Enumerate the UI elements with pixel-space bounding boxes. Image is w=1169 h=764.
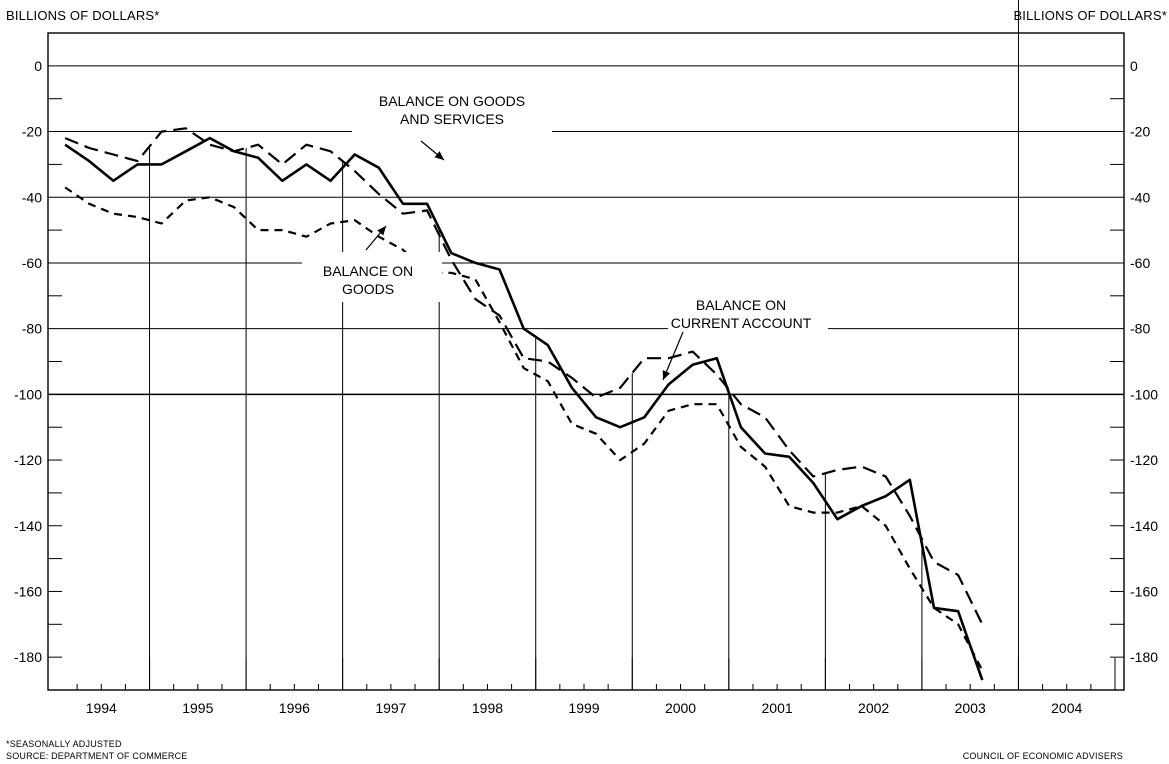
y-tick-label-left: -20 [22, 124, 42, 140]
annotation-backing-goods-services [352, 86, 552, 136]
y-tick-label-right: -180 [1130, 649, 1158, 665]
x-year-label: 1996 [279, 700, 310, 716]
y-tick-label-left: -60 [22, 255, 42, 271]
y-tick-label-right: -120 [1130, 452, 1158, 468]
x-year-label: 2004 [1051, 700, 1082, 716]
annotation-arrow-goods-head [377, 226, 386, 236]
x-year-label: 1997 [375, 700, 406, 716]
footnote-credit: COUNCIL OF ECONOMIC ADVISERS [962, 751, 1123, 761]
y-tick-label-right: -100 [1130, 386, 1158, 402]
annotation-line: GOODS [342, 281, 394, 297]
series-line-balance-on-goods [64, 186, 984, 671]
annotation-backing-current-account [668, 292, 828, 342]
annotation-line: BALANCE ON GOODS [379, 93, 525, 109]
y-tick-label-right: 0 [1130, 58, 1138, 74]
annotation-arrow-current-account-head [662, 370, 671, 380]
x-year-label: 2003 [955, 700, 986, 716]
series-line-balance-on-current-account [64, 136, 984, 681]
y-tick-label-left: -180 [14, 649, 42, 665]
x-year-label: 2002 [858, 700, 889, 716]
y-tick-label-right: -20 [1130, 124, 1150, 140]
y-tick-label-left: 0 [34, 58, 42, 74]
y-tick-label-right: -80 [1130, 321, 1150, 337]
y-tick-label-right: -60 [1130, 255, 1150, 271]
y-tick-label-right: -40 [1130, 189, 1150, 205]
y-tick-label-left: -80 [22, 321, 42, 337]
annotation-backing-goods [302, 252, 442, 302]
x-year-label: 1998 [472, 700, 503, 716]
x-year-label: 1999 [568, 700, 599, 716]
y-tick-label-right: -160 [1130, 583, 1158, 599]
x-year-label: 2001 [762, 700, 793, 716]
x-year-label: 2000 [665, 700, 696, 716]
x-year-label: 1994 [86, 700, 117, 716]
annotation-line: BALANCE ON [696, 297, 786, 313]
y-tick-label-right: -140 [1130, 518, 1158, 534]
y-tick-label-left: -160 [14, 583, 42, 599]
series-line-balance-on-goods-and-services [64, 127, 984, 625]
x-year-label: 1995 [182, 700, 213, 716]
footnote-source: SOURCE: DEPARTMENT OF COMMERCE [6, 751, 188, 761]
right-axis-unit-label: BILLIONS OF DOLLARS* [1013, 8, 1167, 23]
y-tick-label-left: -140 [14, 518, 42, 534]
annotation-line: CURRENT ACCOUNT [671, 315, 812, 331]
y-tick-label-left: -100 [14, 386, 42, 402]
y-tick-label-left: -120 [14, 452, 42, 468]
annotation-line: AND SERVICES [400, 111, 504, 127]
y-tick-label-left: -40 [22, 189, 42, 205]
annotation-arrow-goods-services-head [434, 151, 444, 160]
footnote-seasonally-adjusted: *SEASONALLY ADJUSTED [6, 739, 122, 749]
left-axis-unit-label: BILLIONS OF DOLLARS* [6, 8, 160, 23]
annotation-line: BALANCE ON [323, 263, 413, 279]
